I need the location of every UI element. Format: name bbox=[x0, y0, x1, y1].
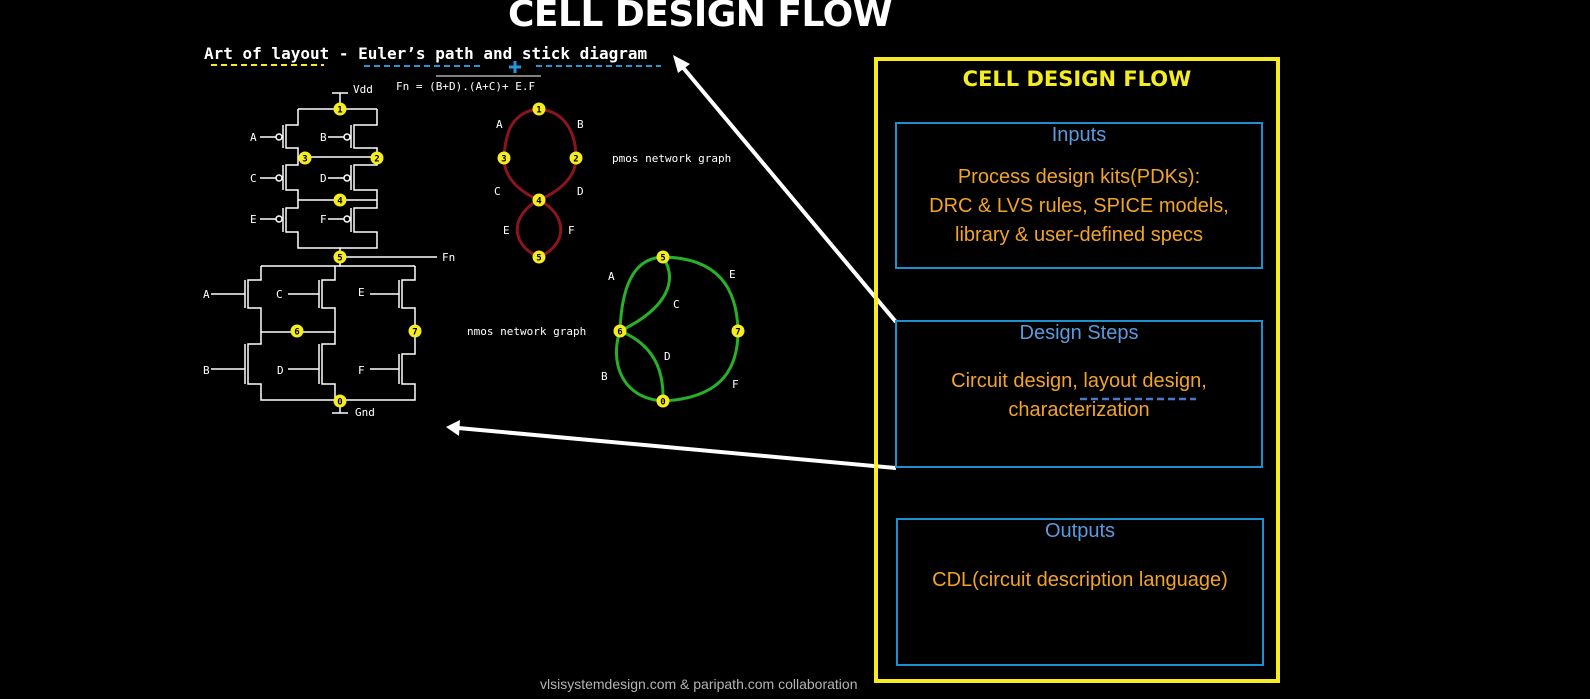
schematic-node: 0 bbox=[333, 394, 347, 408]
pmos-graph-edges bbox=[502, 107, 578, 259]
design-steps-heading: Design Steps bbox=[1019, 322, 1139, 344]
inputs-body: Process design kits(PDKs): DRC & LVS rul… bbox=[895, 163, 1263, 250]
svg-text:2: 2 bbox=[573, 155, 578, 165]
pmos-graph-node: 1 bbox=[532, 102, 546, 116]
svg-text:5: 5 bbox=[337, 254, 342, 264]
svg-text:3: 3 bbox=[501, 155, 506, 165]
svg-text:7: 7 bbox=[735, 328, 740, 338]
pmos-gate-label: E bbox=[250, 213, 257, 226]
pmos-edge-label: C bbox=[494, 185, 501, 198]
svg-text:4: 4 bbox=[337, 197, 343, 207]
svg-text:2: 2 bbox=[374, 155, 379, 165]
diagram-subtitle: Art of layout - Euler’s path and stick d… bbox=[204, 44, 648, 63]
nmos-edge-label: B bbox=[601, 370, 608, 383]
svg-text:1: 1 bbox=[337, 106, 342, 116]
gnd-label: Gnd bbox=[355, 406, 375, 419]
nmos-graph-node: 5 bbox=[656, 250, 670, 264]
schematic-node: 7 bbox=[408, 324, 422, 338]
svg-text:0: 0 bbox=[337, 398, 342, 408]
page-title: CELL DESIGN FLOW bbox=[508, 0, 893, 35]
schematic-node: 4 bbox=[333, 193, 347, 207]
cell-design-flow-panel bbox=[874, 57, 1280, 683]
outputs-box bbox=[896, 518, 1264, 666]
design-steps-line: characterization bbox=[1008, 399, 1150, 421]
nmos-graph-node: 0 bbox=[656, 394, 670, 408]
inputs-line: DRC & LVS rules, SPICE models, bbox=[929, 195, 1229, 217]
svg-text:5: 5 bbox=[660, 254, 665, 264]
arrow-head-icon bbox=[673, 55, 690, 73]
pmos-edge-label: B bbox=[577, 118, 584, 131]
svg-text:6: 6 bbox=[617, 328, 622, 338]
arrow-head-icon bbox=[446, 420, 460, 436]
fn-label: Fn bbox=[442, 251, 455, 264]
schematic-node: 6 bbox=[290, 324, 304, 338]
inputs-box bbox=[895, 122, 1263, 269]
design-steps-line: Circuit design, layout design, bbox=[951, 370, 1207, 392]
vdd-label: Vdd bbox=[353, 83, 373, 96]
pointer-arrows bbox=[446, 55, 898, 470]
pmos-gate-label: A bbox=[250, 131, 257, 144]
pmos-gate-label: F bbox=[320, 213, 327, 226]
schematic-node: 5 bbox=[333, 250, 347, 264]
nmos-graph-edges bbox=[615, 255, 740, 403]
svg-text:4: 4 bbox=[536, 197, 542, 207]
nmos-gate-label: C bbox=[276, 288, 283, 301]
nmos-edge-label: D bbox=[664, 350, 671, 363]
schematic-node: 2 bbox=[370, 151, 384, 165]
svg-text:7: 7 bbox=[412, 328, 417, 338]
nmos-gate-label: B bbox=[203, 364, 210, 377]
pmos-gate-label: D bbox=[320, 172, 327, 185]
pmos-edge-label: A bbox=[496, 118, 503, 131]
outputs-body: CDL(circuit description language) bbox=[896, 566, 1264, 595]
nmos-network bbox=[211, 257, 416, 414]
pmos-graph-node: 5 bbox=[532, 250, 546, 264]
pmos-network bbox=[260, 92, 437, 258]
nmos-graph-node: 6 bbox=[613, 324, 627, 338]
formula: Fn = (B+D).(A+C)+ E.F bbox=[396, 80, 535, 93]
schematic-node: 3 bbox=[298, 151, 312, 165]
nmos-edge-label: A bbox=[608, 270, 615, 283]
svg-text:3: 3 bbox=[302, 155, 307, 165]
schematic-node: 1 bbox=[333, 102, 347, 116]
outputs-heading: Outputs bbox=[1044, 520, 1116, 542]
nmos-graph-label: nmos network graph bbox=[467, 325, 586, 338]
nmos-graph-node: 7 bbox=[731, 324, 745, 338]
pmos-graph-label: pmos network graph bbox=[612, 152, 731, 165]
flow-panel-title: CELL DESIGN FLOW bbox=[962, 67, 1192, 91]
plus-icon bbox=[509, 61, 521, 73]
pmos-graph-node: 4 bbox=[532, 193, 546, 207]
design-steps-box bbox=[895, 320, 1263, 468]
pmos-edge-label: F bbox=[568, 224, 575, 237]
design-steps-body: Circuit design, layout design, character… bbox=[895, 367, 1263, 425]
nmos-gate-label: D bbox=[277, 364, 284, 377]
inputs-line: Process design kits(PDKs): bbox=[957, 166, 1201, 188]
nmos-edge-label: E bbox=[729, 268, 736, 281]
svg-text:5: 5 bbox=[536, 254, 541, 264]
pmos-gate-label: B bbox=[320, 131, 327, 144]
nmos-gate-label: E bbox=[358, 286, 365, 299]
pmos-graph-node: 3 bbox=[497, 151, 511, 165]
nmos-edge-label: C bbox=[673, 298, 680, 311]
arrow-to-subtitle bbox=[678, 62, 898, 324]
nmos-gate-label: A bbox=[203, 288, 210, 301]
arrow-to-schematic bbox=[457, 426, 897, 470]
nmos-gate-label: F bbox=[358, 364, 365, 377]
inputs-line: library & user-defined specs bbox=[955, 224, 1203, 246]
inputs-heading: Inputs bbox=[1051, 124, 1107, 146]
svg-text:0: 0 bbox=[660, 398, 665, 408]
pmos-edge-label: D bbox=[577, 185, 584, 198]
pmos-edge-label: E bbox=[503, 224, 510, 237]
nmos-edge-label: F bbox=[732, 378, 739, 391]
svg-text:6: 6 bbox=[294, 328, 299, 338]
footer-credit: vlsisystemdesign.com & paripath.com coll… bbox=[540, 676, 858, 692]
pmos-gate-label: C bbox=[250, 172, 257, 185]
svg-text:1: 1 bbox=[536, 106, 541, 116]
pmos-graph-node: 2 bbox=[569, 151, 583, 165]
outputs-line: CDL(circuit description language) bbox=[932, 569, 1228, 591]
